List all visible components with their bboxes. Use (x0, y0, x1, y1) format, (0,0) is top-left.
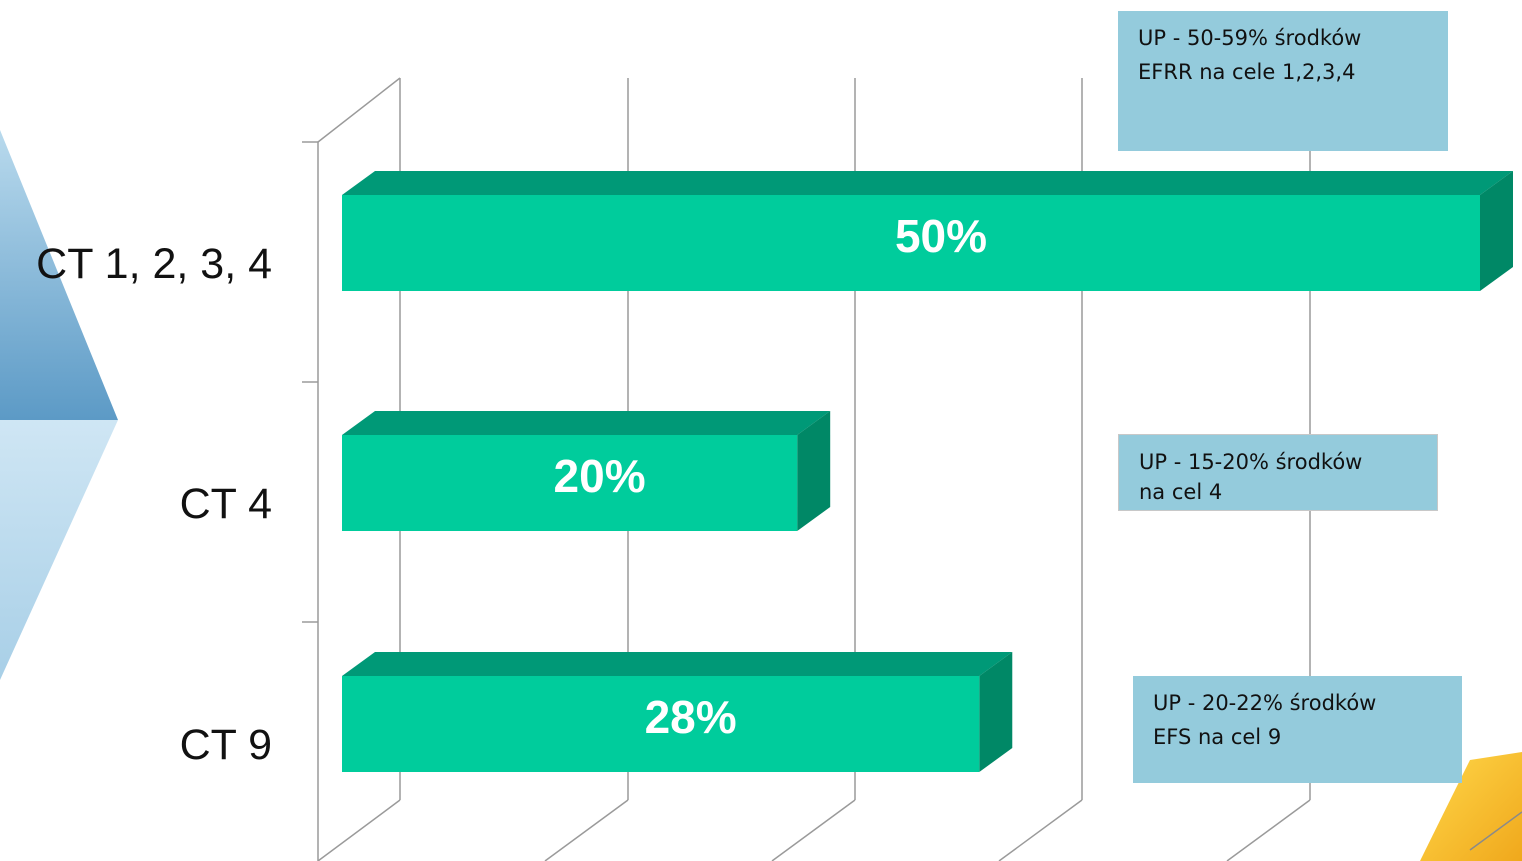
note-cel4-line1: UP - 15-20% środków (1139, 450, 1363, 474)
bar-side-face (1480, 171, 1513, 291)
note-efrr-line1: UP - 50-59% środków (1138, 26, 1362, 50)
chart-category-labels: CT 1, 2, 3, 4 CT 4 CT 9 (36, 240, 272, 769)
note-efs: UP - 20-22% środków EFS na cel 9 (1133, 676, 1462, 783)
note-cel4-line2: na cel 4 (1139, 480, 1223, 504)
gridline-floor (544, 799, 629, 861)
corner-decoration-line (1469, 811, 1522, 851)
corner-decoration (1420, 752, 1522, 861)
gridline-floor (317, 799, 401, 861)
gridline-floor (998, 799, 1083, 861)
bar-front-face (342, 435, 798, 531)
bar-front-face (342, 195, 1480, 291)
bar-top-face (342, 411, 831, 435)
note-efs-line2: EFS na cel 9 (1153, 725, 1282, 749)
bar-value-label: 28% (645, 691, 737, 743)
bar-value-label: 20% (554, 450, 646, 502)
bar-top-face (342, 652, 1013, 676)
chart-bars: 50% 20% 28% (342, 171, 1513, 772)
bar-value-label: 50% (895, 210, 987, 262)
bar: 20% (342, 411, 831, 531)
bar-front-face (342, 676, 980, 772)
note-cel4: UP - 15-20% środków na cel 4 (1118, 434, 1438, 511)
bar: 50% (342, 171, 1513, 291)
y-axis-bevel (317, 77, 401, 143)
bar-top-face (342, 171, 1513, 195)
category-label: CT 1, 2, 3, 4 (36, 240, 272, 288)
category-label: CT 9 (180, 721, 272, 769)
note-efs-line1: UP - 20-22% środków (1153, 691, 1377, 715)
arrow-decoration-top (0, 130, 118, 420)
note-efrr: UP - 50-59% środków EFRR na cele 1,2,3,4 (1118, 11, 1448, 151)
arrow-decoration-bottom (0, 420, 118, 680)
category-label: CT 4 (180, 480, 272, 528)
gridline-floor (771, 799, 856, 861)
note-efrr-line2: EFRR na cele 1,2,3,4 (1138, 60, 1356, 84)
gridline-floor (1226, 799, 1311, 861)
bar-side-face (797, 411, 831, 531)
bar-side-face (979, 652, 1013, 772)
bar: 28% (342, 652, 1013, 772)
